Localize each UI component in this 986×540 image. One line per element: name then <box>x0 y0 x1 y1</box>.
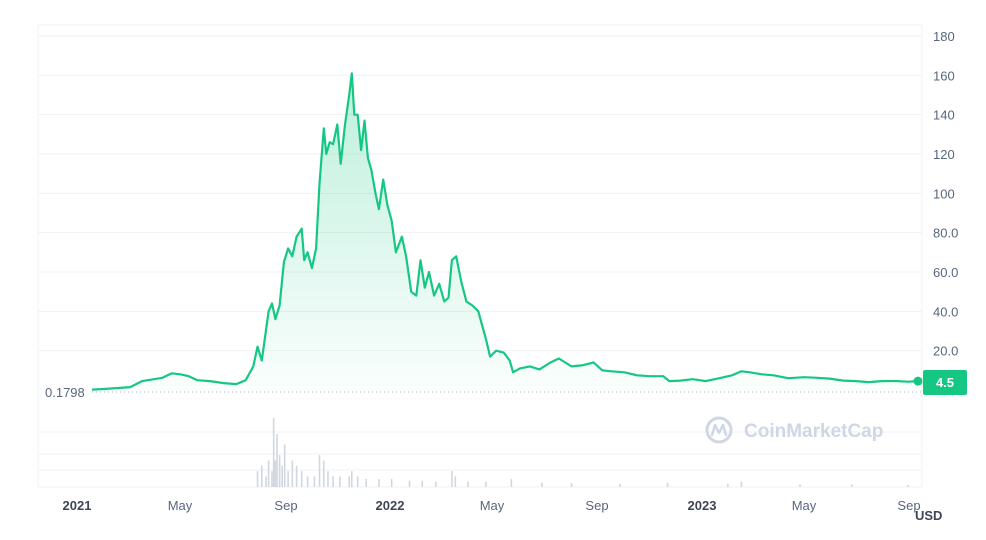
volume-bar <box>291 460 294 487</box>
x-tick-label: Sep <box>897 498 920 513</box>
volume-bar <box>287 471 289 487</box>
last-price-value: 4.5 <box>936 375 954 390</box>
x-tick-label: 2022 <box>376 498 405 513</box>
x-tick-label: Sep <box>274 498 297 513</box>
volume-bar <box>272 418 275 487</box>
last-price-marker: 4.5 <box>913 370 967 395</box>
volume-bar <box>666 482 669 487</box>
volume-bar <box>454 476 457 487</box>
currency-label: USD <box>915 508 943 523</box>
volume-bar <box>799 484 801 487</box>
volume-bar <box>318 455 321 487</box>
volume-bar <box>339 476 341 487</box>
grid <box>37 24 923 488</box>
x-axis: 2021 May Sep 2022 May Sep 2023 May Sep <box>63 498 921 513</box>
x-tick-label: 2021 <box>63 498 92 513</box>
coinmarketcap-logo-icon <box>705 416 733 444</box>
watermark: CoinMarketCap <box>705 416 883 444</box>
x-tick-label: May <box>480 498 505 513</box>
plot-frame <box>37 24 923 488</box>
volume-bar <box>274 460 277 487</box>
volume-bar <box>435 481 437 487</box>
y-tick-label: 160 <box>933 68 955 83</box>
volume-bar <box>619 483 621 487</box>
y-tick-label: 40.0 <box>933 304 958 319</box>
start-baseline: 0.1798 <box>45 385 922 400</box>
price-line <box>91 72 919 391</box>
last-price-dot <box>913 376 923 386</box>
volume-bar <box>295 465 298 487</box>
volume-bar <box>467 481 469 487</box>
x-tick-label: May <box>792 498 817 513</box>
y-tick-label: 180 <box>933 29 955 44</box>
volume-bar <box>260 465 263 487</box>
start-value-label: 0.1798 <box>45 385 85 400</box>
volume-bar <box>850 484 853 487</box>
volume-bar <box>356 476 359 487</box>
volume-bar <box>276 433 278 487</box>
volume-bars <box>256 418 909 487</box>
volume-bar <box>570 483 573 487</box>
price-area <box>92 73 918 391</box>
volume-bar <box>510 479 513 487</box>
last-price-badge <box>923 370 967 395</box>
y-tick-label: 60.0 <box>933 265 958 280</box>
volume-bar <box>313 476 316 487</box>
volume-bar <box>256 471 259 487</box>
volume-bar <box>267 460 270 487</box>
volume-bar <box>451 471 453 487</box>
volume-bar <box>408 480 411 487</box>
y-tick-label: 140 <box>933 108 955 123</box>
volume-bar <box>278 455 281 487</box>
volume-bar <box>306 476 309 487</box>
volume-bar <box>350 471 353 487</box>
volume-bar <box>322 460 325 487</box>
volume-bar <box>485 481 487 487</box>
volume-bar <box>283 444 286 487</box>
y-tick-label: 100 <box>933 186 955 201</box>
price-series <box>91 72 919 391</box>
volume-bar <box>281 465 283 487</box>
y-tick-label: 120 <box>933 147 955 162</box>
volume-bar <box>421 480 424 487</box>
volume-bar <box>265 476 267 487</box>
x-tick-label: May <box>168 498 193 513</box>
volume-bar <box>348 476 351 487</box>
volume-bar <box>365 479 368 487</box>
volume-bar <box>271 471 273 487</box>
volume-bar <box>327 471 329 487</box>
y-tick-label: 20.0 <box>933 344 958 359</box>
volume-bar <box>300 471 303 487</box>
x-tick-label: Sep <box>585 498 608 513</box>
volume-bar <box>907 484 909 487</box>
volume-bar <box>541 482 543 487</box>
volume-bar <box>727 483 729 487</box>
y-tick-label: 80.0 <box>933 226 958 241</box>
volume-bar <box>740 481 743 487</box>
y-axis: 20.0 40.0 60.0 80.0 100 120 140 160 180 <box>933 29 958 359</box>
x-tick-label: 2023 <box>688 498 717 513</box>
volume-bar <box>378 479 380 487</box>
volume-bar <box>332 476 334 487</box>
volume-bar <box>390 479 393 487</box>
watermark-label: CoinMarketCap <box>744 421 883 442</box>
